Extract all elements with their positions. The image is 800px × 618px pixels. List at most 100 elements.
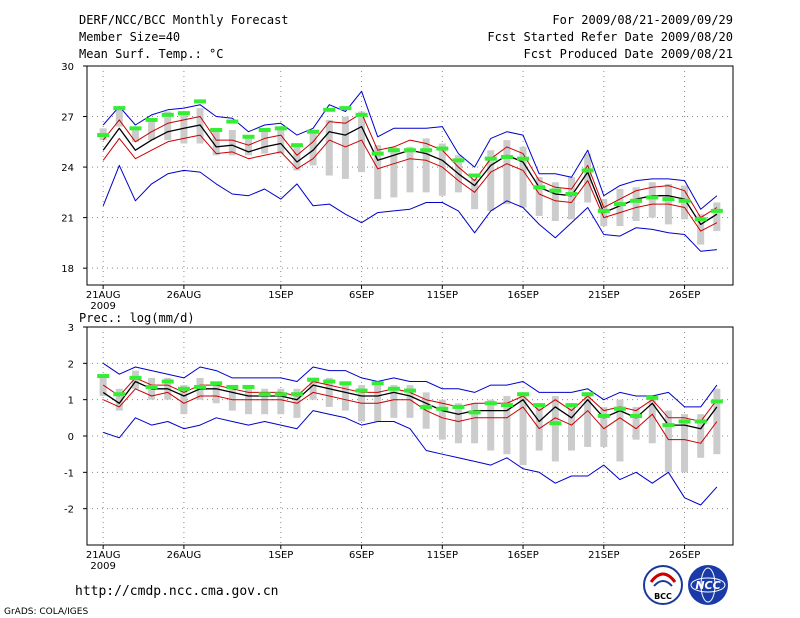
prec-observation-mark	[452, 404, 465, 409]
prec-observation-mark	[307, 377, 320, 382]
prec-observation-mark	[565, 403, 578, 408]
prec-member-box	[487, 399, 495, 451]
temp-y-tick-label: 21	[61, 214, 74, 225]
prec-x-tick-label: 1SEP	[268, 550, 293, 561]
temp-member-box	[471, 178, 479, 210]
prec-observation-mark	[517, 392, 530, 397]
ncc-logo-text: NCC	[695, 579, 720, 592]
prec-observation-mark	[404, 388, 416, 393]
temp-member-box	[115, 109, 123, 127]
prec-observation-mark	[387, 386, 400, 391]
prec-observation-mark	[323, 379, 336, 384]
prec-observation-mark	[662, 423, 675, 428]
prec-max-line	[102, 362, 718, 408]
prec-observation-mark	[97, 374, 110, 379]
temp-observation-mark	[517, 156, 530, 161]
prec-member-box	[551, 396, 559, 462]
prec-x-tick-label: 21AUG	[86, 550, 121, 561]
temp-x-tick-label: 11SEP	[427, 290, 458, 301]
prec-member-box	[277, 388, 285, 415]
prec-y-tick-label: -1	[64, 468, 74, 479]
temp-y-tick-label: 24	[61, 163, 74, 174]
temp-observation-mark	[549, 188, 562, 193]
temp-member-box	[358, 111, 366, 173]
temp-observation-mark	[613, 202, 626, 207]
temp-observation-mark	[161, 112, 174, 117]
prec-observation-mark	[290, 392, 303, 397]
temp-observation-mark	[533, 185, 546, 190]
source-url[interactable]: http://cmdp.ncc.cma.gov.cn	[75, 584, 279, 599]
temp-observation-mark	[678, 198, 691, 203]
prec-observation-mark	[226, 384, 239, 389]
temp-member-box	[212, 128, 220, 156]
temp-observation-mark	[565, 192, 578, 197]
temp-member-box	[697, 214, 705, 245]
prec-observation-mark	[581, 392, 594, 397]
temp-member-box	[341, 116, 349, 179]
temp-observation-mark	[226, 119, 239, 124]
prec-x-tick-label: 26AUG	[167, 550, 202, 561]
temp-member-box	[277, 128, 285, 154]
prec-member-box	[568, 406, 575, 451]
temp-x-tick-label: 26AUG	[167, 290, 202, 301]
prec-observation-mark	[129, 375, 142, 380]
temp-member-box	[503, 140, 511, 205]
prec-member-box	[600, 406, 608, 447]
temp-y-tick-label: 27	[61, 113, 74, 124]
temp-x-year-label: 2009	[90, 301, 115, 312]
prec-observation-mark	[145, 384, 158, 389]
prec-member-box	[616, 399, 624, 462]
temp-x-tick-label: 21AUG	[86, 290, 121, 301]
prec-observation-mark	[678, 419, 691, 424]
prec-observation-mark	[355, 388, 368, 393]
temp-x-tick-label: 6SEP	[349, 290, 374, 301]
prec-min-line	[103, 410, 718, 506]
prec-x-tick-label: 16SEP	[507, 550, 538, 561]
prec-observation-mark	[436, 406, 449, 411]
prec-observation-mark	[710, 399, 723, 404]
prec-observation-mark	[242, 384, 255, 389]
prec-member-box	[406, 385, 414, 418]
temp-member-box	[519, 146, 527, 208]
prec-observation-mark	[210, 381, 223, 386]
prec-observation-mark	[339, 381, 352, 386]
prec-observation-mark	[646, 395, 659, 400]
prec-observation-mark	[274, 392, 287, 397]
temp-observation-mark	[452, 158, 465, 163]
prec-member-box	[697, 414, 705, 458]
temp-observation-mark	[387, 148, 400, 153]
prec-member-box	[454, 403, 462, 444]
prec-y-tick-label: -2	[64, 505, 74, 516]
variable-label: Mean Surf. Temp.: °C	[79, 47, 224, 61]
ncc-logo: NCC	[688, 565, 728, 605]
precipitation-panel: Prec.: log(mm/d) -2 -1 0 1 2 3 21AUG 26AUG 1SEP 6…	[64, 311, 734, 572]
temp-observation-mark	[404, 148, 416, 153]
prec-x-tick-label: 21SEP	[588, 550, 619, 561]
temp-member-box	[422, 138, 430, 193]
temp-observation-mark	[710, 208, 723, 213]
temp-member-box	[551, 182, 559, 221]
bcc-logo: BCC	[643, 565, 683, 605]
prec-x-tick-label: 26SEP	[669, 550, 700, 561]
temp-member-box	[164, 111, 172, 141]
temperature-panel: 18 21 24 27 30 21AUG 26AUG 1SEP 6SEP 11SEP 16SEP 21…	[61, 62, 734, 312]
prec-member-box	[309, 377, 317, 400]
temp-observation-mark	[355, 112, 368, 117]
prec-observation-mark	[549, 421, 562, 426]
prec-member-box	[664, 410, 672, 473]
temp-observation-mark	[630, 198, 643, 203]
prec-observation-mark	[194, 384, 207, 389]
prec-member-box	[341, 381, 349, 411]
temp-x-tick-label: 16SEP	[507, 290, 538, 301]
prec-member-box	[180, 385, 188, 415]
temp-observation-mark	[177, 111, 190, 116]
temp-member-box	[632, 187, 640, 221]
temp-observation-mark	[210, 128, 223, 133]
prec-member-box	[681, 414, 689, 473]
temp-member-box	[131, 130, 139, 142]
chart-title: DERF/NCC/BCC Monthly Forecast	[79, 13, 289, 27]
temp-observation-mark	[500, 154, 513, 159]
prec-y-tick-label: 1	[68, 396, 74, 407]
prec-observation-mark	[258, 392, 271, 397]
